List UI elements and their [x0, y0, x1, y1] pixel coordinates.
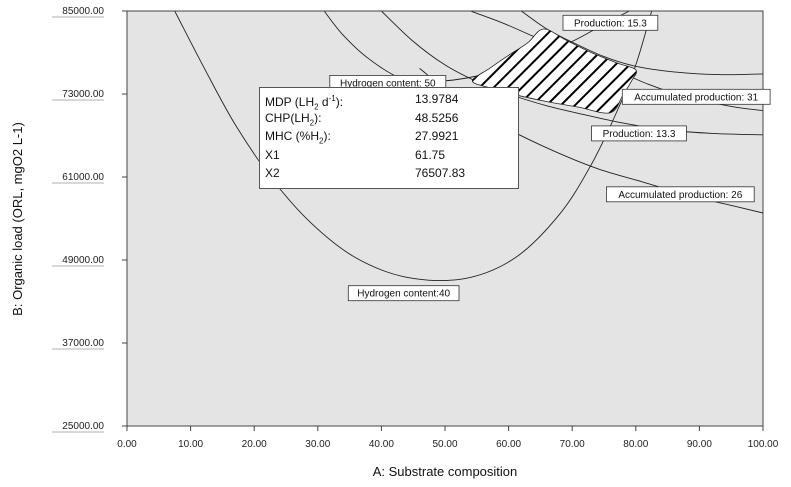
contour-label-text: Accumulated production: 26	[618, 190, 742, 201]
contour-label-box	[562, 14, 659, 31]
contour-label-text: Hydrogen content:40	[357, 289, 450, 300]
y-tick-label: 85000.00	[62, 6, 104, 17]
contour-label-box	[606, 186, 755, 203]
contour-label-box	[621, 88, 771, 105]
x-tick-label: 40.00	[369, 439, 394, 450]
y-tick-label: 49000.00	[62, 255, 104, 266]
contour-label: Production: 15.3	[562, 14, 659, 31]
contour-label: Hydrogen content: 50	[329, 75, 447, 91]
info-row-value: 76507.83	[415, 166, 466, 180]
contour-label-text: Production: 13.3	[603, 129, 676, 140]
y-tick-label: 73000.00	[62, 89, 104, 100]
plot-area	[127, 11, 763, 426]
contour-label-box	[591, 125, 687, 142]
contour-label: Production: 13.3	[591, 125, 687, 142]
contour-label-text: Accumulated production: 31	[634, 92, 758, 103]
y-tick-label: 37000.00	[62, 338, 104, 349]
info-row-value: 13.9784	[415, 92, 459, 106]
x-tick-label: 20.00	[242, 439, 267, 450]
contour-label: Hydrogen content:40	[347, 285, 460, 302]
info-row-name: CHP(LH2):	[265, 110, 322, 127]
x-tick-label: 70.00	[560, 439, 585, 450]
contour-label-text: Production: 15.3	[574, 18, 647, 29]
x-tick-label: 10.00	[178, 439, 203, 450]
contour-label: Accumulated production: 31	[621, 88, 771, 105]
contour-label: Accumulated production: 26	[606, 186, 755, 203]
info-row-value: 61.75	[415, 147, 446, 162]
info-row-value: 48.5256	[415, 110, 459, 125]
x-tick-label: 90.00	[687, 439, 712, 450]
info-row-name: MHC (%H2):	[265, 129, 331, 146]
x-tick-label: 30.00	[305, 439, 330, 450]
info-row-value: 27.9921	[415, 129, 459, 143]
contour-label-box	[347, 285, 460, 302]
y-axis-title: B: Organic load (ORL, mgO2 L-1)	[10, 122, 25, 316]
x-tick-label: 0.00	[117, 439, 137, 450]
x-tick-label: 80.00	[623, 439, 648, 450]
info-row-name: MDP (LH2 d-1):	[265, 94, 344, 112]
y-tick-label: 25000.00	[62, 421, 104, 432]
contour-line-hydrogen-content-40	[174, 11, 653, 282]
x-axis-title: A: Substrate composition	[373, 464, 518, 479]
x-tick-label: 100.00	[748, 439, 779, 450]
optimum-info-box: MDP (LH2 d-1): 13.9784 CHP(LH2): 48.5256 MHC…	[259, 87, 519, 189]
contour-label-text: Hydrogen content: 50	[340, 78, 436, 89]
info-row-name: X1	[265, 147, 280, 162]
info-row-name: X2	[265, 166, 280, 180]
x-tick-label: 60.00	[496, 439, 521, 450]
y-tick-label: 61000.00	[62, 172, 104, 183]
contour-line-hydrogen-content-50	[323, 11, 630, 83]
x-tick-label: 50.00	[432, 439, 457, 450]
